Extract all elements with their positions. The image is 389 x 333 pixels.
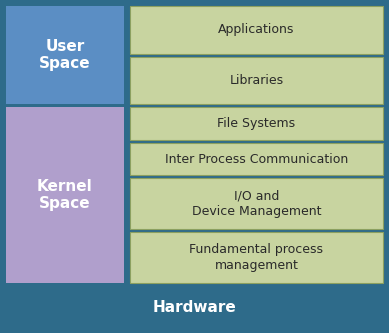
Text: Kernel
Space: Kernel Space <box>37 179 93 211</box>
Bar <box>6 6 124 104</box>
Text: Applications: Applications <box>218 23 295 36</box>
Text: Libraries: Libraries <box>230 74 284 87</box>
Text: I/O and
Device Management: I/O and Device Management <box>192 189 321 218</box>
Bar <box>130 178 383 229</box>
Text: File Systems: File Systems <box>217 117 296 130</box>
Bar <box>130 57 383 104</box>
Bar <box>130 232 383 283</box>
Text: Inter Process Communication: Inter Process Communication <box>165 153 348 166</box>
Bar <box>130 6 383 54</box>
Text: Fundamental process
management: Fundamental process management <box>189 243 324 272</box>
Bar <box>6 289 383 327</box>
Bar <box>6 107 124 283</box>
Bar <box>130 107 383 140</box>
Bar <box>130 143 383 175</box>
Text: User
Space: User Space <box>39 39 91 71</box>
Text: Hardware: Hardware <box>152 300 237 315</box>
